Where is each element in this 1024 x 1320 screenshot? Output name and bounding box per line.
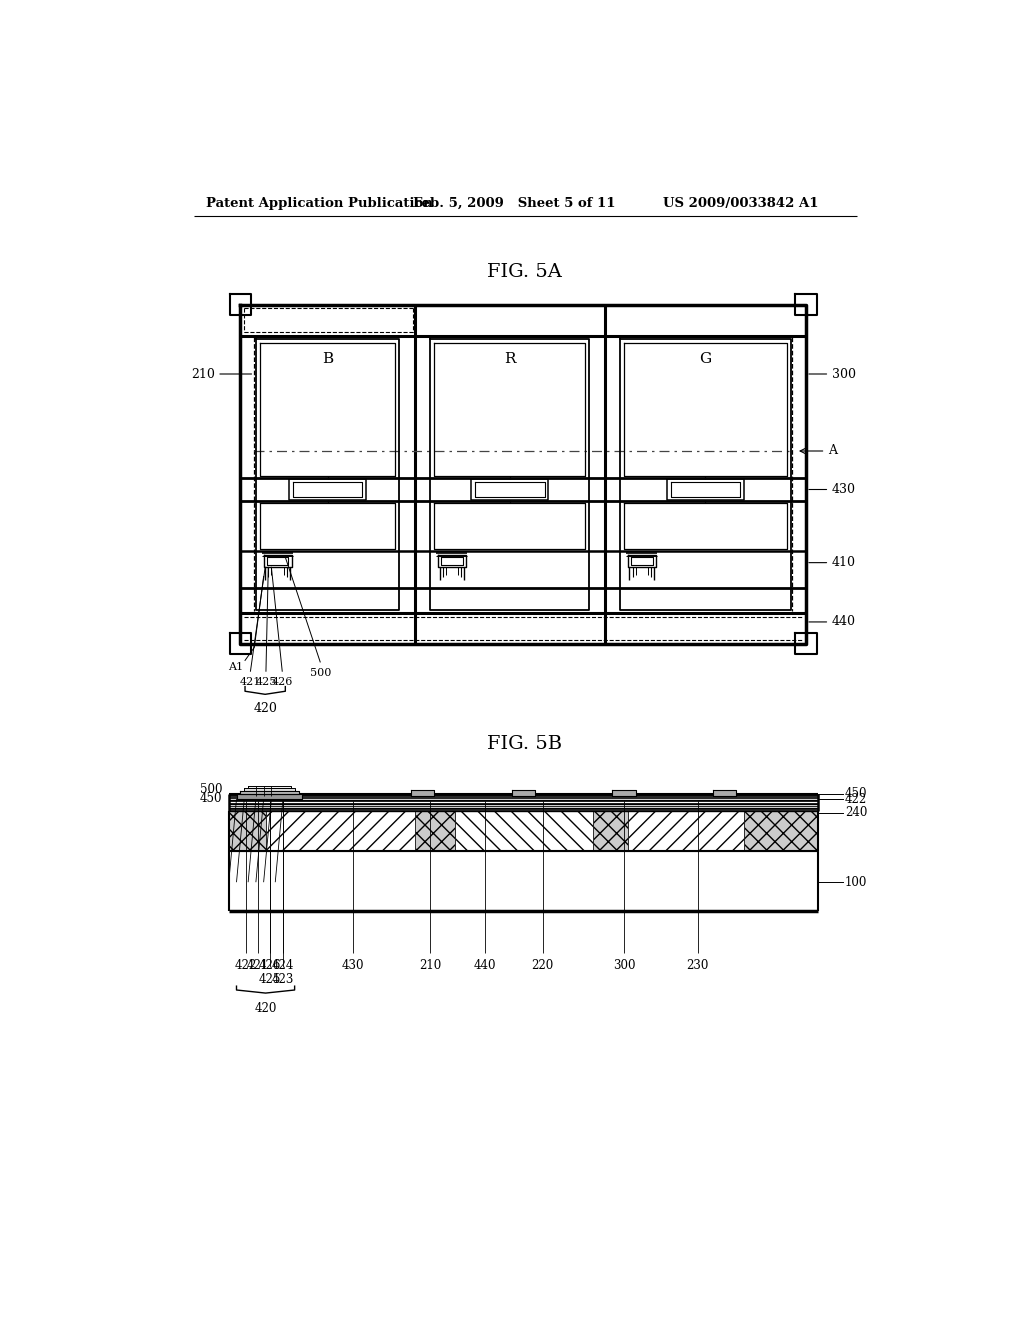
Text: 425: 425 [255, 677, 276, 688]
Bar [796, 294, 817, 315]
Bar [628, 554, 655, 568]
Bar [621, 339, 791, 610]
Text: 423: 423 [271, 973, 294, 986]
Bar [289, 479, 367, 499]
Bar [245, 788, 295, 791]
Text: 500: 500 [200, 783, 222, 796]
Text: 450: 450 [200, 792, 222, 805]
Bar [744, 812, 818, 851]
Bar [229, 632, 251, 655]
Text: G: G [699, 351, 712, 366]
Bar [667, 479, 744, 499]
Bar [266, 812, 415, 851]
Bar [228, 812, 266, 851]
Bar [237, 795, 302, 799]
Text: B: B [322, 351, 333, 366]
Bar [229, 294, 251, 315]
Text: 430: 430 [341, 960, 364, 973]
Text: 426: 426 [271, 677, 293, 688]
Text: 300: 300 [831, 367, 856, 380]
Bar [256, 339, 399, 610]
Text: 426: 426 [259, 960, 281, 973]
Text: FIG. 5B: FIG. 5B [487, 735, 562, 752]
Bar [411, 789, 434, 796]
Text: 220: 220 [531, 960, 554, 973]
Text: 440: 440 [831, 615, 856, 628]
Text: 230: 230 [686, 960, 709, 973]
Bar [612, 789, 636, 796]
Text: FIG. 5A: FIG. 5A [487, 264, 562, 281]
Text: 210: 210 [419, 960, 441, 973]
Bar [430, 339, 589, 610]
Bar [512, 789, 535, 796]
Text: A1: A1 [228, 663, 244, 672]
Bar [271, 789, 295, 796]
Bar [471, 479, 549, 499]
Text: 421: 421 [240, 677, 261, 688]
Bar [263, 554, 292, 568]
Bar [455, 812, 593, 851]
Text: US 2009/0033842 A1: US 2009/0033842 A1 [663, 197, 818, 210]
Text: A: A [827, 445, 837, 458]
Text: 421: 421 [247, 960, 269, 973]
Text: Patent Application Publication: Patent Application Publication [206, 197, 432, 210]
Text: 500: 500 [309, 668, 331, 678]
Text: 240: 240 [845, 807, 867, 820]
Text: 100: 100 [845, 875, 867, 888]
Text: 410: 410 [831, 556, 856, 569]
Bar [593, 812, 628, 851]
Bar [628, 812, 744, 851]
Text: 430: 430 [831, 483, 856, 496]
Bar [438, 554, 466, 568]
Text: 420: 420 [254, 1002, 276, 1015]
Bar [228, 793, 818, 911]
Text: 425: 425 [259, 973, 281, 986]
Text: 440: 440 [473, 960, 496, 973]
Bar [248, 785, 291, 788]
Bar [241, 791, 299, 795]
Bar [713, 789, 736, 796]
Text: 424: 424 [271, 960, 294, 973]
Bar [415, 812, 455, 851]
Text: Feb. 5, 2009   Sheet 5 of 11: Feb. 5, 2009 Sheet 5 of 11 [414, 197, 615, 210]
Text: R: R [504, 351, 515, 366]
Bar [796, 632, 817, 655]
Text: 422: 422 [845, 792, 867, 805]
Bar [241, 305, 806, 644]
Text: 422: 422 [234, 960, 257, 973]
Text: 300: 300 [612, 960, 635, 973]
Text: 420: 420 [253, 702, 278, 715]
Text: 210: 210 [190, 367, 215, 380]
Text: 450: 450 [845, 787, 867, 800]
